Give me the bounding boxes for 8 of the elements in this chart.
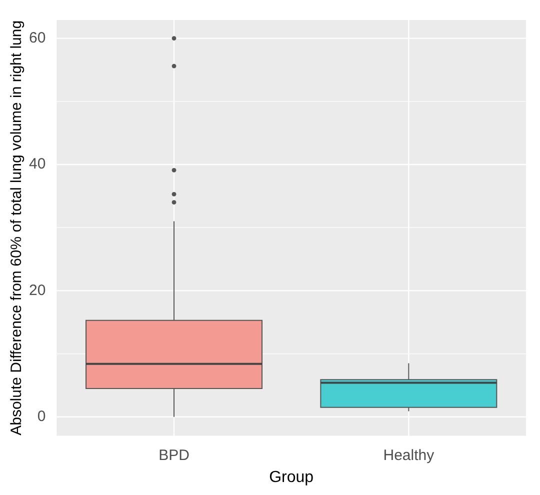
x-axis-title: Group (269, 468, 314, 486)
x-tick-label: BPD (158, 446, 190, 464)
y-tick-label: 60 (28, 29, 46, 46)
y-tick-label: 40 (28, 156, 46, 173)
y-tick-label: 20 (28, 282, 46, 299)
x-tick-label: Healthy (383, 446, 435, 464)
y-tick-label: 0 (37, 408, 46, 426)
y-axis-title: Absolute Difference from 60% of total lung volume in right lung (8, 20, 26, 436)
